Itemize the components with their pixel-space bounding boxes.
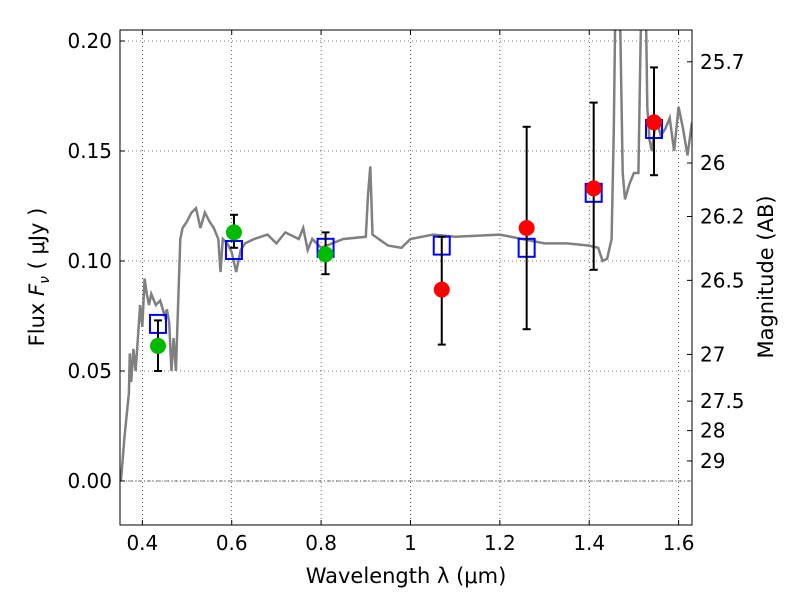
grid [120, 30, 692, 525]
x-tick-label: 0.4 [126, 531, 158, 555]
mag-tick-label: 26.5 [700, 268, 745, 292]
green-data-point [149, 337, 166, 354]
x-tick-label: 1.4 [573, 531, 605, 555]
mag-tick-label: 29 [700, 449, 725, 473]
y-tick-label: 0.10 [67, 249, 112, 273]
y-tick-label: 0.20 [67, 29, 112, 53]
mag-tick-label: 27.5 [700, 389, 745, 413]
red-data-point [433, 281, 450, 298]
green-data-point [225, 224, 242, 241]
red-data-point [646, 114, 663, 131]
axis-ticks: 0.4 0.6 0.8 1 1.2 1.4 1.6 0.00 0.05 0.10 0.15 0.20 2… [67, 29, 744, 555]
y-tick-label: 0.05 [67, 359, 112, 383]
red-data-point [518, 220, 535, 236]
y2-axis-label: Magnitude (AB) [754, 195, 778, 358]
x-axis-label: Wavelength λ (μm) [306, 564, 507, 588]
x-tick-label: 0.6 [216, 531, 248, 555]
mag-tick-label: 25.7 [700, 50, 745, 74]
y-tick-label: 0.15 [67, 139, 112, 163]
x-tick-label: 1 [404, 531, 417, 555]
mag-tick-label: 26 [700, 151, 725, 175]
plot-frame [119, 29, 693, 526]
spectrum-line [120, 30, 692, 482]
mag-tick-label: 28 [700, 419, 725, 443]
x-tick-label: 1.6 [663, 531, 695, 555]
data-markers [148, 66, 664, 372]
x-tick-label: 0.8 [305, 531, 337, 555]
mag-tick-label: 27 [700, 342, 725, 366]
y-tick-label: 0.00 [67, 469, 112, 493]
x-tick-label: 1.2 [484, 531, 516, 555]
green-data-point [317, 246, 334, 263]
mag-tick-label: 26.2 [700, 205, 745, 229]
y-axis-label: Flux Fν ( μJy ) [25, 208, 53, 347]
red-data-point [585, 180, 602, 197]
